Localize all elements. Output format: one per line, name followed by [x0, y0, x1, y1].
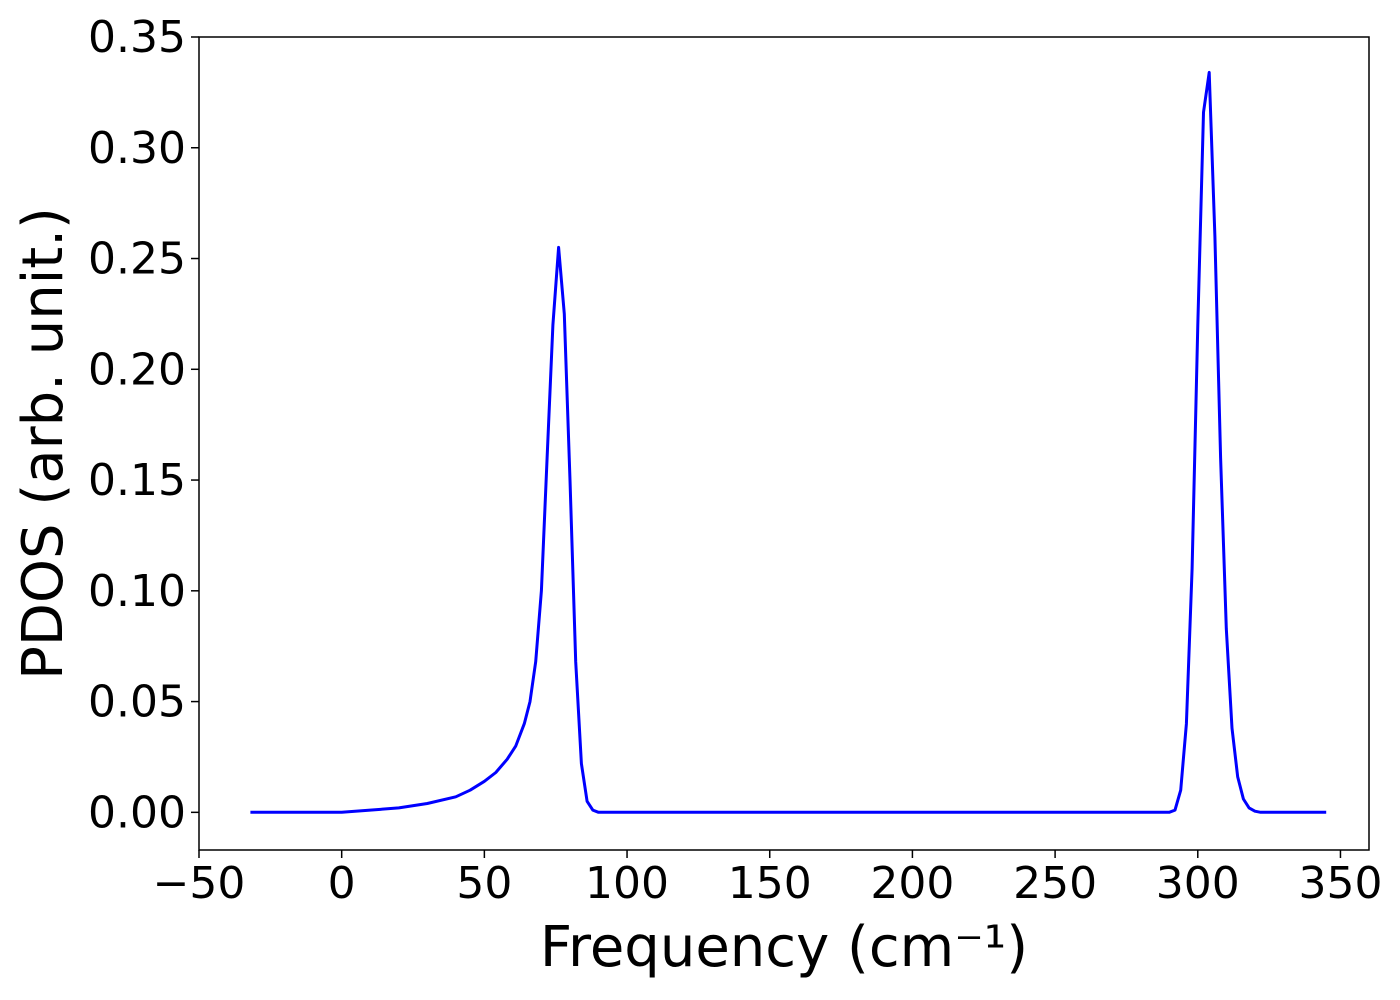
y-tick-label: 0.10 [88, 566, 186, 617]
y-axis-ticks: 0.00 0.05 0.10 0.15 0.20 0.25 0.30 0.35 [88, 12, 199, 838]
series-layer [250, 70, 1327, 814]
plot-frame [198, 36, 1370, 851]
x-tick-label: 250 [1013, 858, 1097, 909]
y-tick-label: 0.25 [88, 234, 186, 285]
x-tick-label: 50 [456, 858, 512, 909]
x-axis-label: Frequency (cm⁻¹) [540, 915, 1028, 980]
x-tick-label: 350 [1298, 858, 1382, 909]
y-tick-label: 0.00 [88, 787, 186, 838]
x-axis-ticks: −50 0 50 100 150 200 250 300 350 [153, 850, 1382, 909]
x-tick-label: 150 [728, 858, 812, 909]
y-tick-label: 0.05 [88, 677, 186, 728]
y-tick-label: 0.35 [88, 12, 186, 63]
x-tick-label: 200 [870, 858, 954, 909]
y-tick-label: 0.20 [88, 344, 186, 395]
pdos-series-line [250, 70, 1327, 814]
x-tick-label: 300 [1156, 858, 1240, 909]
y-tick-label: 0.15 [88, 455, 186, 506]
y-tick-label: 0.30 [88, 123, 186, 174]
x-tick-label: 0 [328, 858, 356, 909]
x-tick-label: −50 [153, 858, 246, 909]
x-tick-label: 100 [585, 858, 669, 909]
y-axis-label: PDOS (arb. unit.) [11, 207, 76, 680]
